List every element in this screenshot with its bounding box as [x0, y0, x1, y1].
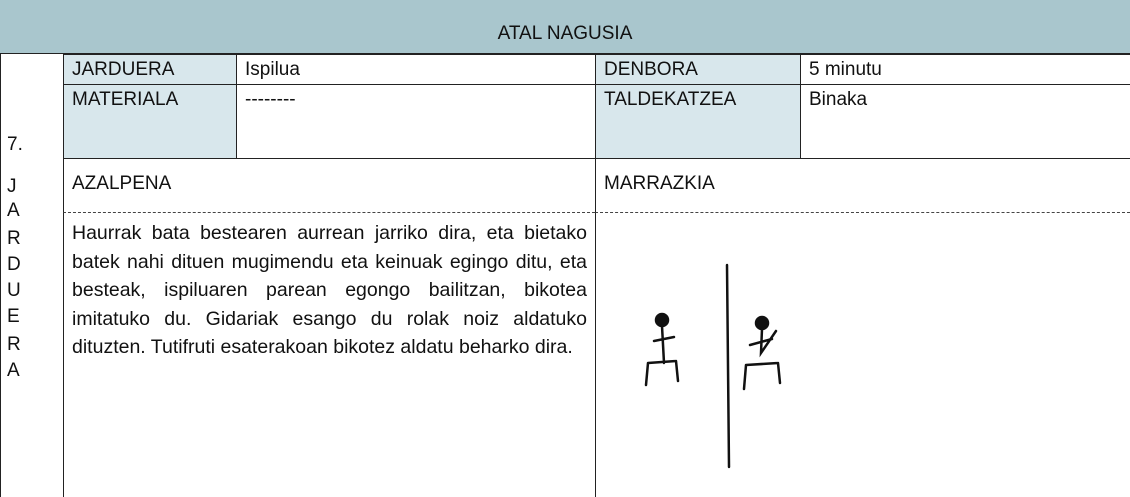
- section-label: MARRAZKIA: [595, 158, 1130, 212]
- section-header: ATAL NAGUSIA: [0, 0, 1130, 54]
- side-letter: 7.: [7, 134, 23, 155]
- side-letter: R: [7, 228, 21, 249]
- side-letter: E: [7, 306, 20, 327]
- label-cell: MATERIALA: [63, 84, 236, 158]
- side-label: 7. J A R D U E R A: [0, 54, 63, 497]
- value-cell: --------: [236, 84, 595, 158]
- side-letter: A: [7, 360, 20, 381]
- value-cell: Ispilua: [236, 54, 595, 84]
- section-label: AZALPENA: [63, 158, 595, 212]
- side-letter: A: [7, 200, 20, 221]
- description: Haurrak bata bestearen aurrean jarriko d…: [63, 212, 595, 497]
- label-cell: DENBORA: [595, 54, 800, 84]
- drawing: [644, 263, 782, 469]
- value-cell: Binaka: [800, 84, 1130, 158]
- side-letter: U: [7, 280, 21, 301]
- side-letter: R: [7, 334, 21, 355]
- label-cell: TALDEKATZEA: [595, 84, 800, 158]
- label-cell: JARDUERA: [63, 54, 236, 84]
- side-letter: D: [7, 254, 21, 275]
- value-cell: 5 minutu: [800, 54, 1130, 84]
- drawing-cell: [595, 212, 1130, 497]
- side-letter: J: [7, 176, 17, 197]
